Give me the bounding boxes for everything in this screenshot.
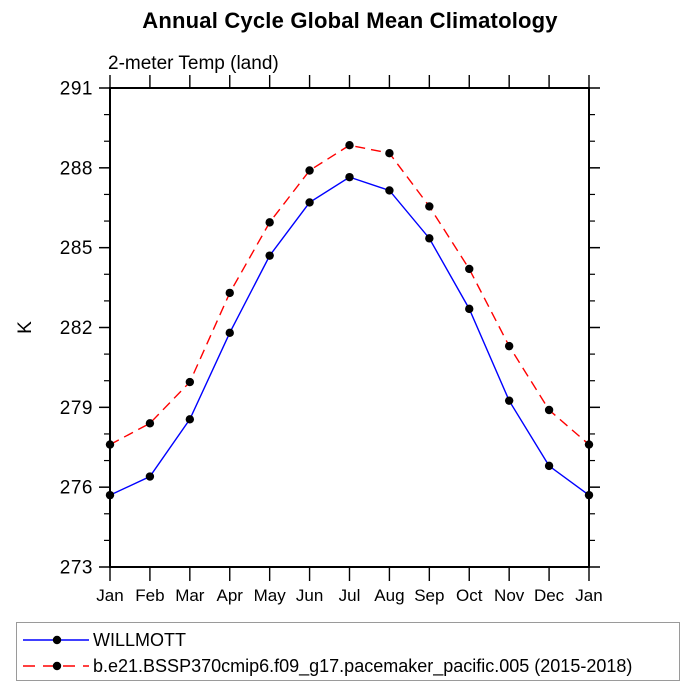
y-tick-label: 273	[60, 558, 93, 579]
y-tick-label: 291	[60, 79, 93, 100]
data-point-marker	[504, 341, 514, 351]
x-tick-label: Apr	[217, 586, 244, 605]
legend-marker-dot	[52, 661, 62, 671]
data-point-marker	[465, 304, 474, 314]
data-point-marker	[105, 440, 115, 449]
data-point-marker	[584, 490, 594, 500]
series-line-0	[109, 176, 590, 496]
data-point-marker	[504, 396, 514, 405]
data-point-marker	[385, 148, 394, 158]
line-chart-canvas: Jan Feb Mar Apr May Jun Jul Aug Sep Oct Nov Dec Jan2…	[15, 75, 603, 605]
x-tick-label: Feb	[135, 586, 164, 605]
plot-frame	[109, 87, 590, 568]
data-point-marker	[185, 377, 195, 387]
legend-label-model: b.e21.BSSP370cmip6.f09_g17.pacemaker_pac…	[93, 656, 633, 676]
data-point-marker	[544, 461, 554, 471]
data-point-marker	[105, 490, 115, 500]
chart-subtitle: 2-meter Temp (land)	[108, 53, 279, 74]
series-line-1	[109, 144, 590, 446]
y-axis-label: K	[15, 321, 36, 334]
data-point-marker	[425, 234, 434, 243]
data-point-marker	[584, 440, 594, 449]
data-point-marker	[345, 141, 354, 150]
data-point-marker	[185, 415, 195, 424]
y-tick-label: 282	[60, 318, 93, 339]
y-tick-label: 285	[60, 238, 93, 259]
x-tick-label: Mar	[175, 586, 205, 605]
x-tick-label: Nov	[494, 586, 525, 605]
data-point-marker	[145, 472, 155, 481]
x-tick-label: Dec	[534, 586, 565, 605]
y-tick-label: 276	[60, 478, 93, 499]
x-tick-label: May	[254, 586, 287, 605]
data-point-marker	[465, 264, 474, 274]
data-point-marker	[265, 218, 274, 227]
data-point-marker	[265, 251, 274, 260]
x-tick-label: Jun	[296, 586, 323, 605]
x-tick-label: Sep	[414, 586, 444, 605]
data-point-marker	[305, 166, 314, 175]
legend-box: WILLMOTT b.e21.BSSP370cmip6.f09_g17.pace…	[16, 622, 680, 681]
data-point-marker	[225, 288, 234, 298]
x-tick-label: Aug	[374, 586, 404, 605]
data-point-marker	[225, 328, 234, 338]
legend-marker-dot	[52, 635, 62, 645]
data-point-marker	[345, 172, 354, 182]
x-tick-label: Jan	[96, 586, 123, 605]
x-tick-label: Jul	[339, 586, 361, 605]
legend-line-sample	[23, 661, 89, 671]
legend-label-willmott: WILLMOTT	[93, 630, 186, 650]
y-tick-label: 279	[60, 398, 93, 419]
x-tick-label: Oct	[456, 586, 483, 605]
data-point-marker	[425, 202, 434, 211]
data-point-marker	[305, 198, 314, 207]
legend-line-sample	[23, 635, 89, 645]
x-tick-label: Jan	[575, 586, 602, 605]
y-tick-label: 288	[60, 158, 93, 179]
chart-title: Annual Cycle Global Mean Climatology	[142, 8, 558, 33]
legend-row-willmott: WILLMOTT	[21, 627, 679, 653]
data-point-marker	[385, 186, 394, 195]
legend-row-model: b.e21.BSSP370cmip6.f09_g17.pacemaker_pac…	[21, 653, 679, 679]
data-point-marker	[544, 405, 554, 415]
data-point-marker	[145, 419, 155, 428]
